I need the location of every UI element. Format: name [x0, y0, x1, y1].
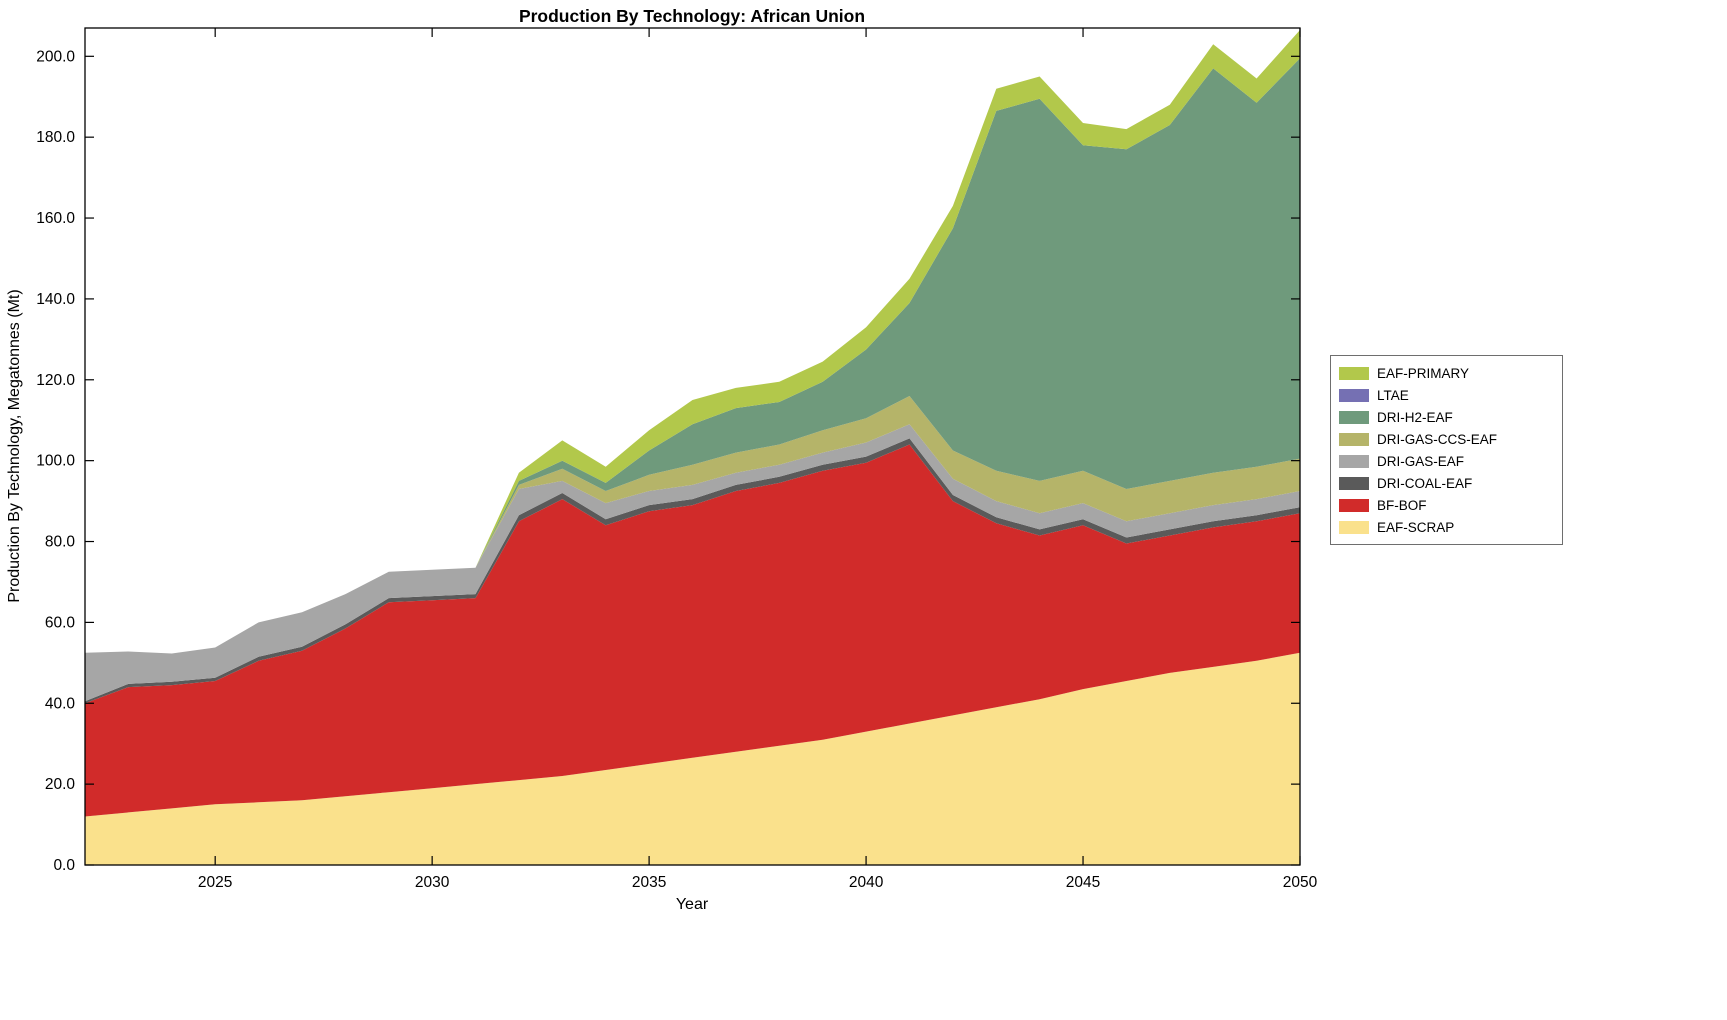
- area-dri-gas-eaf: [85, 424, 1300, 702]
- y-tick-label: 200.0: [36, 48, 75, 65]
- x-tick-label: 2050: [1283, 874, 1318, 891]
- x-tick-label: 2035: [632, 874, 666, 891]
- legend-item-dri-gas-ccs-eaf: DRI-GAS-CCS-EAF: [1339, 428, 1554, 450]
- y-tick-label: 100.0: [36, 453, 75, 470]
- y-tick-label: 60.0: [45, 614, 76, 631]
- legend-label: DRI-H2-EAF: [1377, 409, 1453, 425]
- y-tick-label: 180.0: [36, 129, 75, 146]
- legend-item-eaf-scrap: EAF-SCRAP: [1339, 516, 1554, 538]
- legend-swatch-dri-gas-eaf: [1339, 454, 1369, 468]
- plot-frame: [84, 27, 1301, 866]
- area-eaf-scrap: [85, 652, 1300, 865]
- y-tick-label: 120.0: [36, 372, 75, 389]
- legend-label: EAF-SCRAP: [1377, 519, 1455, 535]
- x-tick-label: 2045: [1066, 874, 1100, 891]
- legend-swatch-bf-bof: [1339, 498, 1369, 512]
- legend-label: BF-BOF: [1377, 497, 1427, 513]
- legend-item-eaf-primary: EAF-PRIMARY: [1339, 362, 1554, 384]
- legend-item-ltae: LTAE: [1339, 384, 1554, 406]
- legend-swatch-dri-h2-eaf: [1339, 410, 1369, 424]
- chart-title: Production By Technology: African Union: [518, 6, 866, 26]
- legend-swatch-dri-gas-ccs-eaf: [1339, 432, 1369, 446]
- y-tick-label: 160.0: [36, 210, 75, 227]
- legend-label: DRI-COAL-EAF: [1377, 475, 1473, 491]
- legend-swatch-ltae: [1339, 388, 1369, 402]
- y-tick-label: 40.0: [45, 695, 76, 712]
- x-axis-label: Year: [675, 896, 709, 913]
- y-axis-label: Production By Technology, Megatonnes (Mt…: [6, 289, 23, 603]
- legend-item-bf-bof: BF-BOF: [1339, 494, 1554, 516]
- legend-swatch-dri-coal-eaf: [1339, 476, 1369, 490]
- x-tick-label: 2040: [849, 874, 884, 891]
- y-tick-label: 0.0: [53, 857, 75, 874]
- legend-label: DRI-GAS-EAF: [1377, 453, 1465, 469]
- legend-label: LTAE: [1377, 387, 1409, 403]
- legend: EAF-PRIMARY LTAE DRI-H2-EAF DRI-GAS-CCS-EAF…: [1330, 355, 1563, 545]
- y-tick-label: 140.0: [36, 291, 75, 308]
- legend-item-dri-coal-eaf: DRI-COAL-EAF: [1339, 472, 1554, 494]
- area-bf-bof: [85, 444, 1300, 817]
- legend-label: EAF-PRIMARY: [1377, 365, 1470, 381]
- legend-label: DRI-GAS-CCS-EAF: [1377, 431, 1498, 447]
- x-tick-label: 2030: [415, 874, 450, 891]
- x-tick-label: 2025: [198, 874, 232, 891]
- y-tick-label: 20.0: [45, 776, 76, 793]
- legend-swatch-eaf-primary: [1339, 366, 1369, 380]
- legend-swatch-eaf-scrap: [1339, 520, 1369, 534]
- legend-item-dri-gas-eaf: DRI-GAS-EAF: [1339, 450, 1554, 472]
- legend-item-dri-h2-eaf: DRI-H2-EAF: [1339, 406, 1554, 428]
- area-dri-h2-eaf: [85, 58, 1300, 654]
- y-tick-label: 80.0: [45, 534, 76, 551]
